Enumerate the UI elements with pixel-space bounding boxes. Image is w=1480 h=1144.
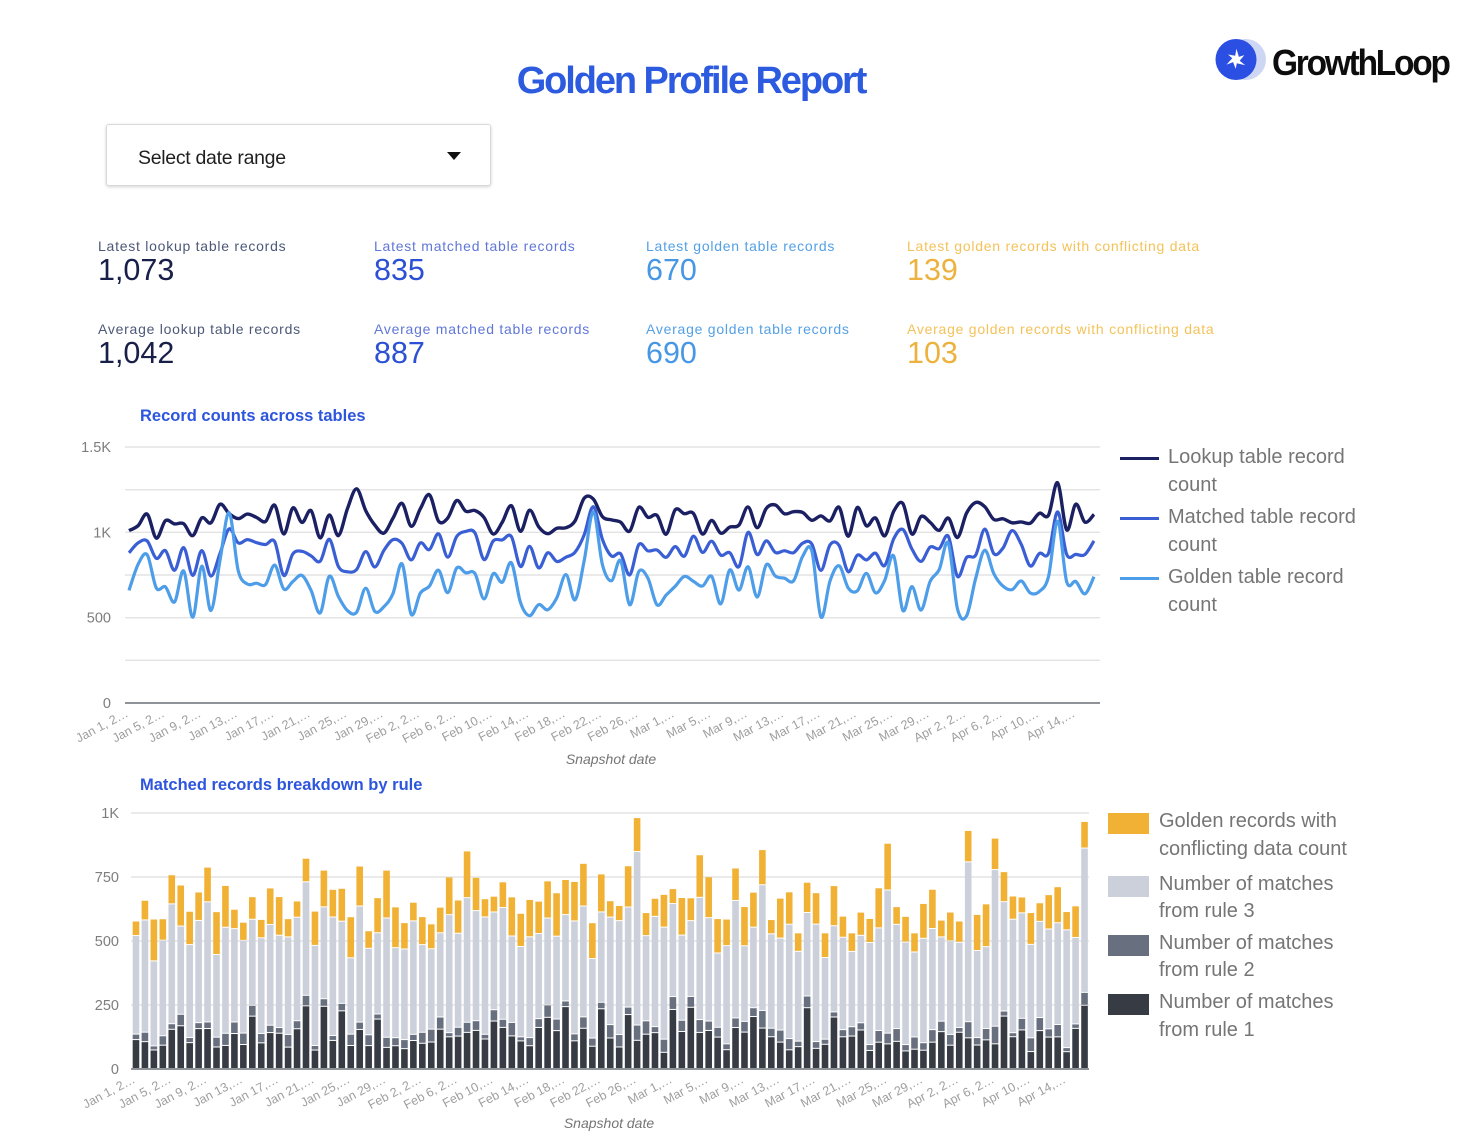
svg-text:500: 500 (95, 934, 119, 950)
svg-text:0: 0 (103, 696, 111, 712)
svg-text:1K: 1K (101, 806, 119, 822)
svg-text:250: 250 (95, 998, 119, 1014)
svg-text:Snapshot date: Snapshot date (566, 751, 657, 767)
svg-text:0: 0 (111, 1062, 119, 1078)
svg-text:1.5K: 1.5K (81, 440, 111, 456)
svg-text:Snapshot date: Snapshot date (564, 1115, 655, 1131)
svg-text:500: 500 (87, 611, 111, 627)
svg-text:1K: 1K (93, 525, 111, 541)
svg-text:750: 750 (95, 870, 119, 886)
